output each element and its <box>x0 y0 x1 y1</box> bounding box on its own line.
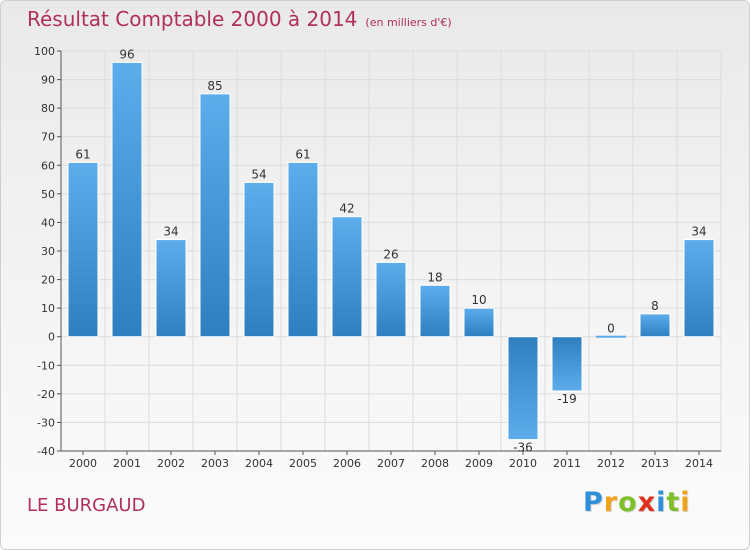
x-tick-label: 2014 <box>685 457 713 470</box>
y-tick-label: 90 <box>41 74 55 87</box>
y-tick-label: 100 <box>34 45 55 58</box>
logo-letter: t <box>666 487 681 518</box>
data-labels: 61 96 34 85 54 61 42 26 18 10 -36 -19 0 8 34 <box>75 47 706 454</box>
bar-2002 <box>155 239 187 338</box>
data-label-2003: 85 <box>207 79 222 93</box>
bar-2006 <box>331 216 363 338</box>
y-tick-label: -10 <box>37 359 55 372</box>
bar-2009 <box>463 307 495 338</box>
bar-2008 <box>419 284 451 338</box>
y-tick-label: 60 <box>41 159 55 172</box>
y-tick-label: 10 <box>41 302 55 315</box>
y-tick-label: 0 <box>48 331 55 344</box>
logo-letter: x <box>637 487 657 518</box>
bar-2005 <box>287 161 319 338</box>
data-label-2012: 0 <box>607 322 615 336</box>
proxiti-logo: Proxiti <box>583 487 691 518</box>
x-tick-label: 2013 <box>641 457 669 470</box>
bar-2004 <box>243 181 275 338</box>
x-tick-label: 2011 <box>553 457 581 470</box>
x-tick-label: 2005 <box>289 457 317 470</box>
y-tick-label: -30 <box>37 416 55 429</box>
x-tick-label: 2001 <box>113 457 141 470</box>
data-label-2001: 96 <box>119 47 134 61</box>
bar-2011 <box>551 336 583 392</box>
data-label-2010: -36 <box>513 441 533 455</box>
x-tick-label: 2009 <box>465 457 493 470</box>
chart-subtitle: (en milliers d'€) <box>365 16 452 29</box>
chart-title: Résultat Comptable 2000 à 2014 (en millie… <box>27 7 452 31</box>
logo-letter: o <box>618 487 638 518</box>
x-tick-label: 2002 <box>157 457 185 470</box>
data-label-2006: 42 <box>339 202 354 216</box>
x-tick-label: 2010 <box>509 457 537 470</box>
x-tick-label: 2012 <box>597 457 625 470</box>
y-tick-label: 80 <box>41 102 55 115</box>
data-label-2008: 18 <box>427 270 442 284</box>
data-label-2000: 61 <box>75 147 90 161</box>
bar-2010 <box>507 336 539 441</box>
x-tick-label: 2004 <box>245 457 273 470</box>
y-tick-label: 40 <box>41 216 55 229</box>
bar-2013 <box>639 313 671 338</box>
logo-letter: r <box>603 487 619 518</box>
data-label-2009: 10 <box>471 293 486 307</box>
location-label: LE BURGAUD <box>27 495 146 516</box>
bar-2001 <box>111 61 143 338</box>
data-label-2014: 34 <box>691 225 706 239</box>
logo-letter: P <box>583 487 604 518</box>
bar-2000 <box>67 161 99 338</box>
y-tick-label: 30 <box>41 245 55 258</box>
bar-2003 <box>199 93 231 338</box>
data-label-2013: 8 <box>651 299 659 313</box>
x-tick-label: 2006 <box>333 457 361 470</box>
logo-letter: i <box>656 487 667 518</box>
y-tick-label: 50 <box>41 188 55 201</box>
y-tick-label: -20 <box>37 388 55 401</box>
chart-title-text: Résultat Comptable 2000 à 2014 <box>27 7 358 31</box>
y-tick-label: -40 <box>37 445 55 458</box>
x-tick-label: 2000 <box>69 457 97 470</box>
data-label-2007: 26 <box>383 247 398 261</box>
x-tick-label: 2007 <box>377 457 405 470</box>
data-label-2004: 54 <box>251 167 266 181</box>
data-label-2002: 34 <box>163 225 178 239</box>
x-tick-label: 2008 <box>421 457 449 470</box>
bar-2014 <box>683 239 715 338</box>
x-tick-label: 2003 <box>201 457 229 470</box>
bar-2012 <box>596 335 626 338</box>
bars <box>67 61 715 441</box>
y-tick-label: 20 <box>41 274 55 287</box>
data-label-2011: -19 <box>557 392 577 406</box>
y-tick-label: 70 <box>41 131 55 144</box>
logo-letter: i <box>680 487 691 518</box>
data-label-2005: 61 <box>295 147 310 161</box>
bar-2007 <box>375 261 407 338</box>
